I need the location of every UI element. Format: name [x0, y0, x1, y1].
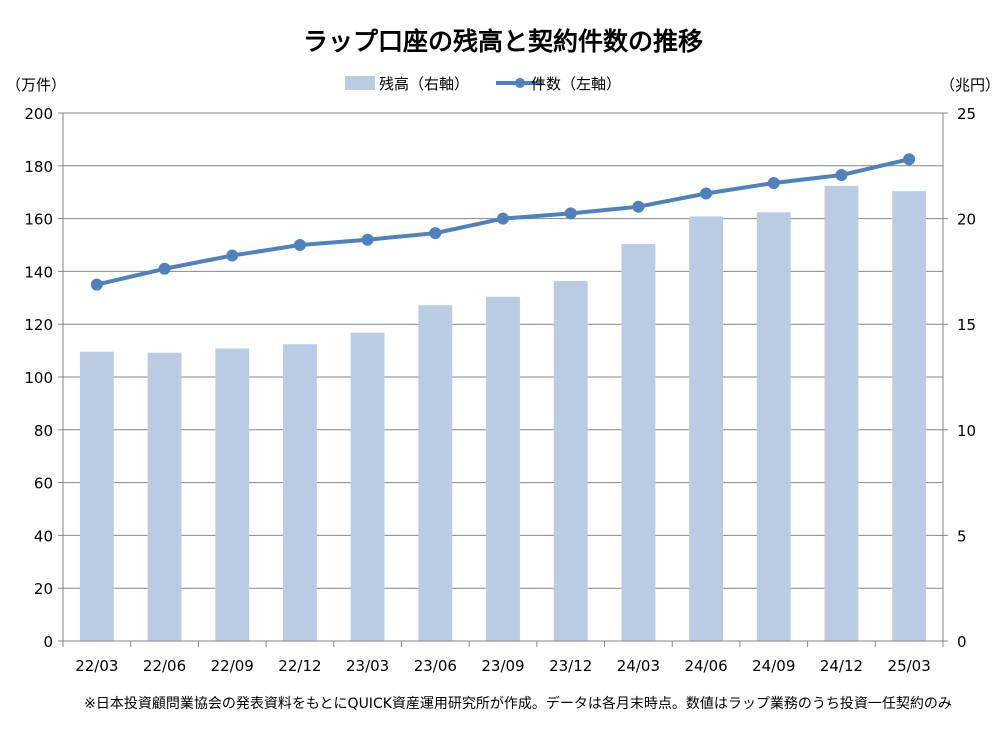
- bar: [824, 185, 859, 641]
- left-axis-unit: （万件）: [6, 76, 66, 94]
- tick-labels: 0 20 40 60 80 100 120 140 160 180 200 0 5 10 15 20 25 22/…: [24, 105, 976, 675]
- left-tick-label: 20: [34, 580, 53, 598]
- bar: [892, 191, 927, 642]
- legend-bar-label: 残高（右軸）: [379, 75, 469, 93]
- bar: [283, 344, 317, 641]
- right-tick-label: 25: [957, 105, 976, 123]
- left-tick-label: 100: [24, 369, 53, 387]
- line-point: [429, 227, 442, 240]
- line-point: [835, 169, 848, 182]
- bar: [350, 332, 385, 641]
- left-tick-label: 200: [24, 105, 53, 123]
- x-tick-label: 24/03: [617, 657, 660, 675]
- bar: [486, 296, 520, 641]
- left-tick-label: 120: [24, 316, 53, 334]
- line-series: [90, 153, 916, 291]
- bar: [147, 352, 182, 641]
- chart-title: ラップ口座の残高と契約件数の推移: [303, 27, 703, 56]
- left-tick-label: 60: [34, 475, 53, 493]
- right-axis-unit: （兆円）: [940, 76, 1000, 94]
- legend-line-marker: [515, 78, 525, 88]
- x-tick-label: 23/06: [414, 657, 457, 675]
- axes: [58, 112, 948, 647]
- left-tick-label: 40: [34, 527, 53, 545]
- x-tick-label: 22/06: [143, 657, 186, 675]
- x-tick-label: 23/03: [346, 657, 389, 675]
- legend: 残高（右軸） 件数（左軸）: [345, 75, 621, 93]
- x-tick-label: 22/12: [278, 657, 321, 675]
- right-tick-label: 10: [957, 422, 976, 440]
- bar: [215, 348, 250, 641]
- line-point: [903, 153, 916, 166]
- line-point: [700, 187, 713, 200]
- left-tick-label: 0: [43, 633, 53, 651]
- bar: [621, 243, 656, 641]
- x-tick-label: 23/09: [481, 657, 524, 675]
- left-tick-label: 80: [34, 422, 53, 440]
- line-point: [158, 262, 171, 275]
- x-tick-label: 22/09: [211, 657, 254, 675]
- right-tick-label: 15: [957, 316, 976, 334]
- x-tick-label: 22/03: [75, 657, 118, 675]
- x-tick-label: 23/12: [549, 657, 592, 675]
- bar-series: [79, 185, 927, 642]
- left-tick-label: 140: [24, 263, 53, 281]
- bar: [418, 305, 453, 641]
- line-point: [497, 212, 509, 225]
- bar: [689, 216, 723, 641]
- line-point: [564, 207, 577, 220]
- bar: [79, 351, 114, 641]
- x-tick-label: 24/09: [752, 657, 795, 675]
- left-tick-label: 180: [24, 158, 53, 176]
- legend-line-label: 件数（左軸）: [531, 75, 621, 93]
- line-point: [632, 200, 645, 213]
- line-point: [90, 278, 103, 291]
- x-tick-label: 25/03: [888, 657, 931, 675]
- line-point: [293, 239, 306, 251]
- left-tick-label: 160: [24, 211, 53, 229]
- bar: [756, 212, 791, 642]
- footnote: ※日本投資顧問業協会の発表資料をもとにQUICK資産運用研究所が作成。データは各…: [84, 695, 952, 712]
- right-tick-label: 5: [957, 527, 967, 545]
- bar: [553, 280, 588, 641]
- x-tick-label: 24/12: [820, 657, 863, 675]
- right-tick-label: 0: [957, 633, 967, 651]
- right-tick-label: 20: [957, 211, 976, 229]
- line-point: [226, 249, 239, 262]
- line-point: [361, 233, 374, 246]
- x-tick-label: 24/06: [684, 657, 727, 675]
- line-point: [767, 176, 780, 189]
- legend-bar-swatch: [345, 76, 375, 90]
